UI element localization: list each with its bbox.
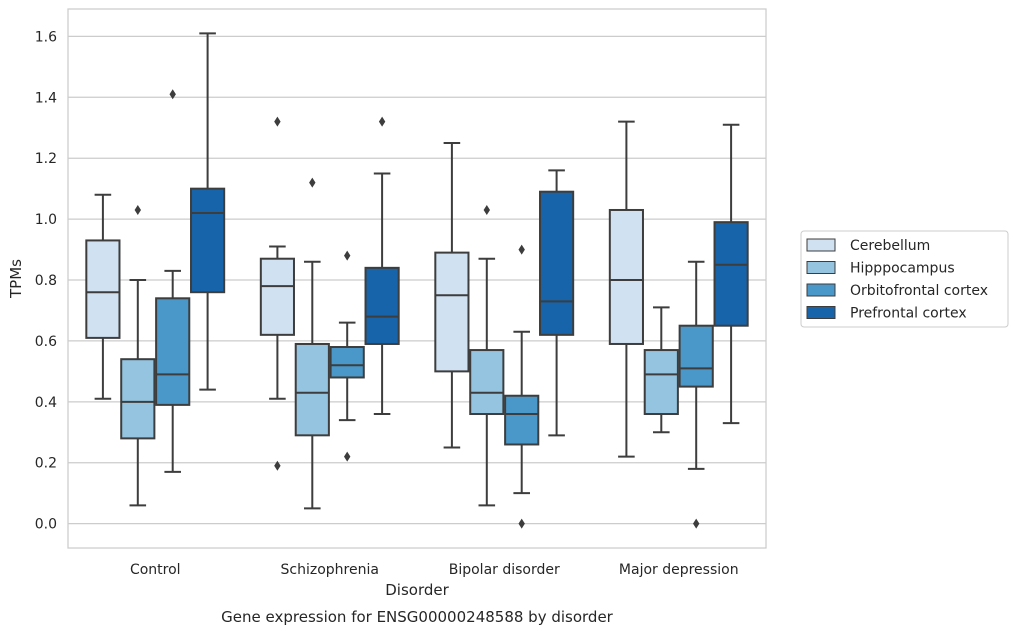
legend-swatch xyxy=(806,238,836,252)
box-iqr xyxy=(155,297,191,406)
outlier-point xyxy=(378,116,386,127)
plot-area-frame xyxy=(67,8,767,549)
box-iqr xyxy=(120,358,156,440)
outlier-point xyxy=(518,518,525,529)
x-tick-label: Control xyxy=(130,562,181,578)
box-iqr xyxy=(469,349,505,416)
y-tick-label: 0.4 xyxy=(35,395,57,411)
box-0-2 xyxy=(155,89,191,473)
box-1-3 xyxy=(364,116,400,416)
outlier-point xyxy=(518,244,525,255)
box-iqr xyxy=(259,257,295,336)
box-iqr xyxy=(294,342,330,437)
y-tick-label: 1.0 xyxy=(35,212,57,228)
box-iqr xyxy=(643,349,679,416)
box-3-2 xyxy=(678,260,714,529)
box-iqr xyxy=(85,239,121,339)
y-tick-label: 1.2 xyxy=(35,151,57,167)
box-plot-series xyxy=(85,32,749,529)
legend-label: Cerebellum xyxy=(850,238,930,254)
outlier-point xyxy=(344,451,351,462)
legend-swatch xyxy=(806,283,836,297)
outlier-point xyxy=(134,204,141,215)
box-2-2 xyxy=(504,244,540,529)
box-iqr xyxy=(364,266,400,345)
outlier-point xyxy=(693,518,700,529)
x-tick-label: Bipolar disorder xyxy=(449,562,560,578)
outlier-point xyxy=(274,116,281,127)
x-tick-label: Major depression xyxy=(619,562,739,578)
legend-frame xyxy=(800,230,1009,328)
box-1-0 xyxy=(259,116,295,471)
y-axis-label: TPMs xyxy=(7,259,25,299)
legend-swatch xyxy=(806,306,836,319)
y-axis-ticks: 0.0 0.2 0.4 0.6 0.8 1.0 1.2 1.4 1.6 xyxy=(35,29,57,532)
y-tick-label: 1.4 xyxy=(35,90,57,106)
box-2-3 xyxy=(539,169,575,437)
x-axis-ticks: Control Schizophrenia Bipolar disorder Majo… xyxy=(130,562,739,578)
box-iqr xyxy=(434,251,470,373)
chart-caption: Gene expression for ENSG00000248588 by d… xyxy=(221,608,614,626)
box-iqr xyxy=(539,190,575,336)
box-iqr xyxy=(713,221,749,327)
box-1-1 xyxy=(294,177,330,510)
box-0-0 xyxy=(85,193,121,400)
outlier-point xyxy=(169,89,176,100)
outlier-point xyxy=(344,250,351,261)
box-3-0 xyxy=(608,120,644,458)
box-3-3 xyxy=(713,123,749,425)
legend: Cerebellum Hipppocampus Orbitofrontal cort… xyxy=(800,230,1009,328)
box-iqr xyxy=(608,208,644,345)
box-0-3 xyxy=(190,32,226,391)
x-axis-label: Disorder xyxy=(385,581,449,599)
y-tick-label: 0.2 xyxy=(35,456,57,472)
outlier-point xyxy=(309,177,316,188)
outlier-point xyxy=(483,204,490,215)
legend-label: Prefrontal cortex xyxy=(850,306,967,322)
box-3-1 xyxy=(643,306,679,434)
box-2-1 xyxy=(469,204,505,507)
legend-label: Hipppocampus xyxy=(850,261,955,277)
x-tick-label: Schizophrenia xyxy=(281,562,379,578)
legend-swatch xyxy=(806,261,836,274)
box-iqr xyxy=(190,187,226,294)
y-tick-label: 0.6 xyxy=(35,334,57,350)
y-tick-label: 0.8 xyxy=(35,273,57,289)
box-1-2 xyxy=(329,250,365,462)
box-iqr xyxy=(329,346,365,379)
legend-label: Orbitofrontal cortex xyxy=(850,283,988,299)
y-tick-label: 1.6 xyxy=(35,29,57,45)
box-iqr xyxy=(678,324,714,388)
outlier-point xyxy=(274,460,281,471)
y-tick-label: 0.0 xyxy=(35,517,57,533)
box-iqr xyxy=(504,394,540,446)
box-0-1 xyxy=(120,204,156,507)
box-2-0 xyxy=(434,141,470,449)
